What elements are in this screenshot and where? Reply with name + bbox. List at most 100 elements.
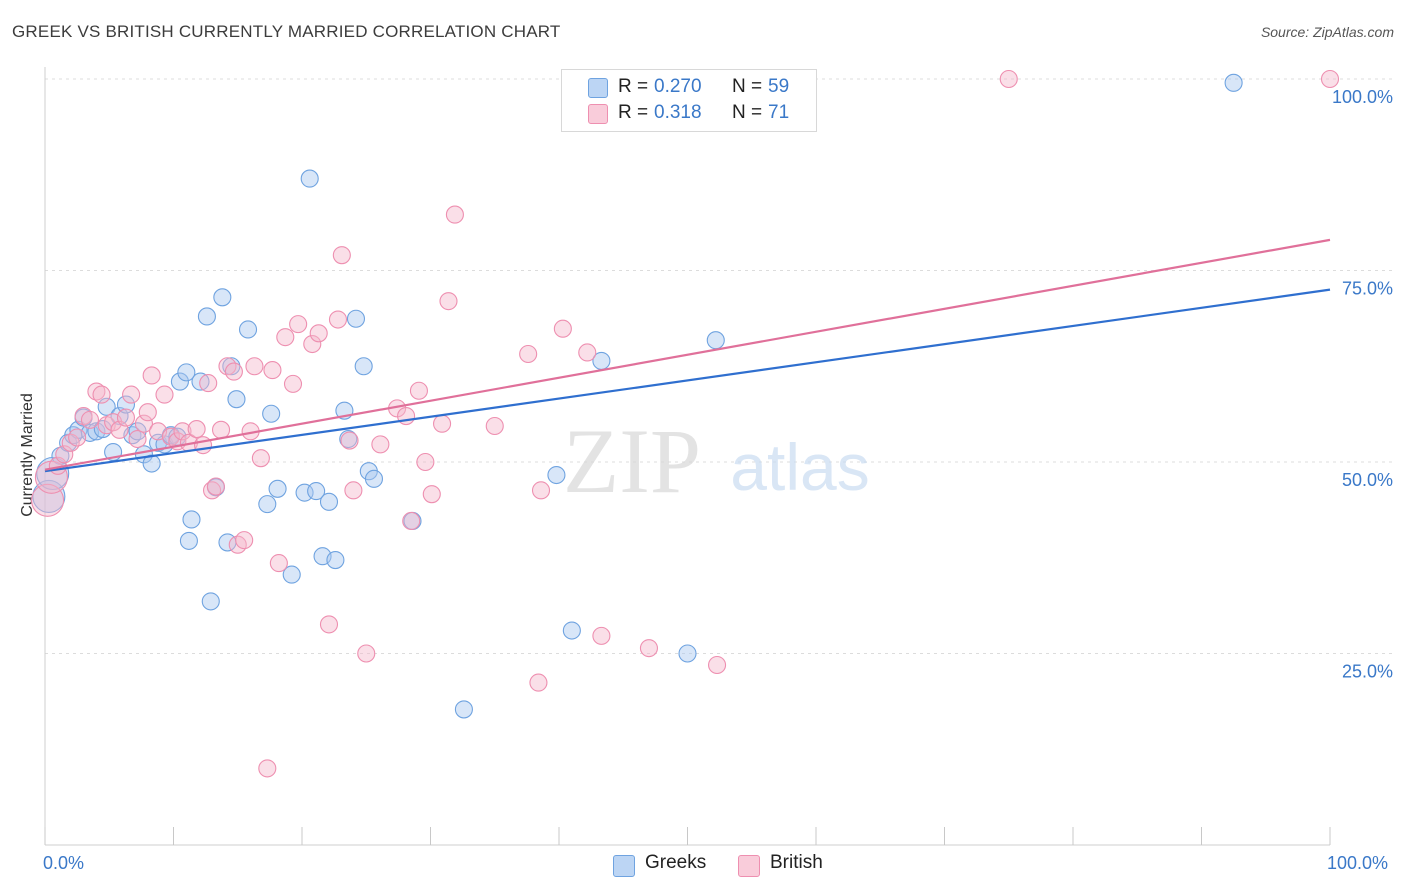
point-british [639,639,659,658]
point-british [553,319,572,338]
point-british [92,385,111,404]
series-legend: Greeks British [0,852,1406,878]
point-greeks [179,531,198,550]
point-british [371,435,390,454]
point-greeks [282,565,301,584]
point-british [155,385,174,404]
point-british [134,414,153,433]
point-british [531,481,551,500]
point-british [319,615,339,634]
point-british [211,420,231,439]
point-greeks [326,550,345,570]
point-british [328,310,348,329]
point-british [485,416,504,436]
point-british [80,410,100,429]
point-british [224,362,243,381]
point-greeks [307,482,326,501]
point-greeks [182,510,201,529]
point-british [708,655,727,675]
point-british [422,485,441,504]
x-tick-label-min: 0.0% [43,853,85,873]
legend-swatch-british [738,855,760,877]
point-british [276,328,295,347]
point-british [199,374,218,393]
point-british [578,343,597,362]
point-greeks [678,644,697,663]
point-greeks [364,469,384,488]
x-tick-label-max: 100.0% [1327,853,1389,873]
point-british [235,531,254,550]
point-british [245,357,264,376]
point-british [357,644,376,663]
point-greeks [197,307,216,326]
point-british [128,429,147,449]
legend-label-british: British [770,852,823,873]
point-greeks [346,309,366,328]
point-greeks [706,331,725,350]
point-greeks [295,483,314,502]
watermark: ZIP atlas [563,410,870,512]
chart-title: GREEK VS BRITISH CURRENTLY MARRIED CORRE… [12,22,561,41]
watermark-zip: ZIP [563,410,701,512]
point-british [173,422,192,441]
stats-legend: R = 0.270 N = 59 R = 0.318 N = 71 [561,69,817,132]
legend-swatch-greeks [588,78,608,98]
legend-n-label: N = [732,76,763,97]
point-british [529,673,548,692]
point-greeks [201,592,220,611]
point-british [303,334,322,354]
source-label: Source: ZipAtlas.com [1260,24,1394,40]
point-british [409,381,428,400]
point-british [206,477,225,496]
legend-r-value: 0.318 [654,102,702,123]
point-british [519,344,538,364]
point-greeks [258,495,277,514]
point-british [402,511,421,531]
point-greeks [238,320,258,339]
point-greeks [177,363,196,382]
point-greeks [319,492,339,511]
legend-n-value: 71 [768,102,790,123]
point-british [340,431,359,450]
legend-r-label: R = [618,102,649,123]
legend-r-label: R = [618,76,649,97]
point-british [258,759,277,778]
grid-lines [45,78,1392,654]
point-british [332,246,351,265]
point-british [263,361,282,380]
point-british [122,385,141,404]
data-points [31,69,1340,778]
watermark-atlas: atlas [730,430,869,504]
point-british [87,382,106,401]
point-greeks [262,404,281,423]
point-british [251,449,270,468]
point-british [433,414,452,433]
legend-swatch-british [588,104,608,124]
trend-line-greeks [44,288,1331,473]
point-british [116,408,136,427]
point-british [283,374,303,393]
point-british [416,452,435,472]
point-british [344,481,363,500]
point-greeks [128,422,147,441]
point-british [445,205,464,224]
point-greeks [562,621,581,640]
legend-n-label: N = [732,102,763,123]
point-greeks [268,479,287,498]
point-british [138,403,157,422]
point-greeks [547,465,566,485]
trend-lines [44,238,1331,473]
y-tick-label: 50.0% [1342,470,1393,490]
trend-line-british [44,238,1331,471]
point-british [142,366,161,385]
point-british [187,420,206,439]
point-greeks [1224,73,1243,92]
point-british [55,445,74,464]
y-tick-label: 75.0% [1342,279,1393,299]
y-tick-label: 100.0% [1332,87,1393,107]
point-british [68,428,87,447]
point-british [592,626,611,645]
point-british [269,554,288,573]
y-tick-label: 25.0% [1342,662,1393,682]
